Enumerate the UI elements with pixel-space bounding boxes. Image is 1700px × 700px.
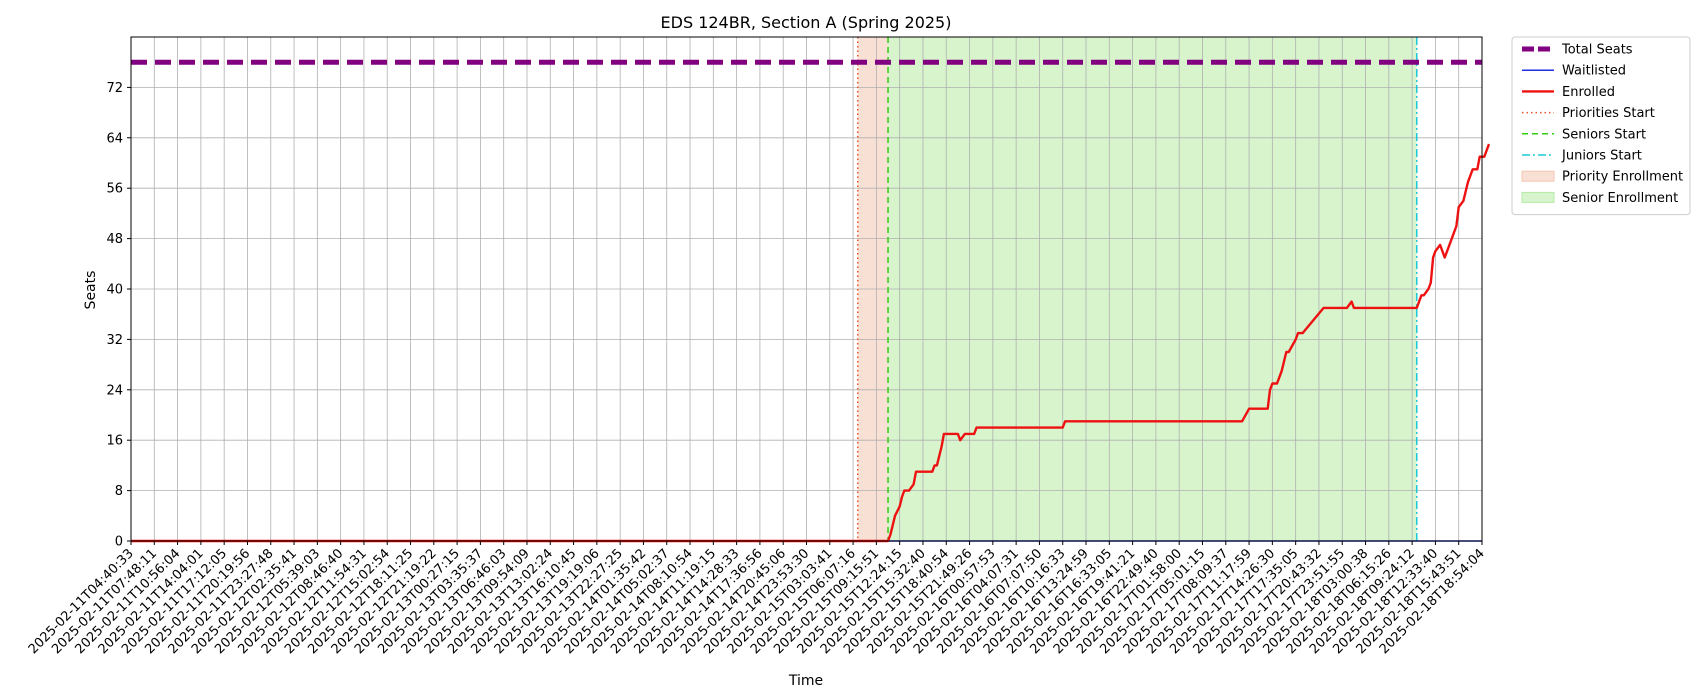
y-tick-label: 72: [106, 81, 123, 96]
y-tick-label: 64: [106, 131, 123, 146]
legend-swatch: [1521, 170, 1555, 182]
legend-label: Enrolled: [1562, 85, 1615, 100]
y-tick-label: 48: [106, 232, 123, 247]
y-tick-label: 32: [106, 333, 123, 348]
plot-area: 0816243240485664722025-02-11T04:40:33202…: [26, 36, 1491, 657]
legend-label: Juniors Start: [1561, 149, 1642, 164]
legend-label: Priority Enrollment: [1562, 170, 1683, 185]
legend-swatch: [1521, 191, 1555, 203]
y-axis-label: Seats: [83, 271, 99, 310]
legend-box: [1511, 36, 1691, 216]
y-tick-label: 16: [106, 434, 123, 449]
y-tick-label: 56: [106, 182, 123, 197]
y-tick-label: 24: [106, 383, 123, 398]
x-axis-label: Time: [788, 673, 823, 689]
legend-label: Total Seats: [1561, 43, 1633, 58]
legend-label: Waitlisted: [1562, 64, 1626, 79]
y-tick-label: 0: [115, 535, 123, 550]
y-tick-label: 40: [106, 283, 123, 298]
legend: Total Seats Waitlisted Enrolled Priorities …: [1511, 36, 1691, 216]
legend-label: Seniors Start: [1562, 127, 1646, 142]
y-tick-label: 8: [115, 484, 123, 499]
legend-label: Priorities Start: [1562, 106, 1655, 121]
series-enrolled: [131, 143, 1491, 543]
chart-title: EDS 124BR, Section A (Spring 2025): [661, 13, 952, 32]
legend-label: Senior Enrollment: [1562, 191, 1678, 206]
